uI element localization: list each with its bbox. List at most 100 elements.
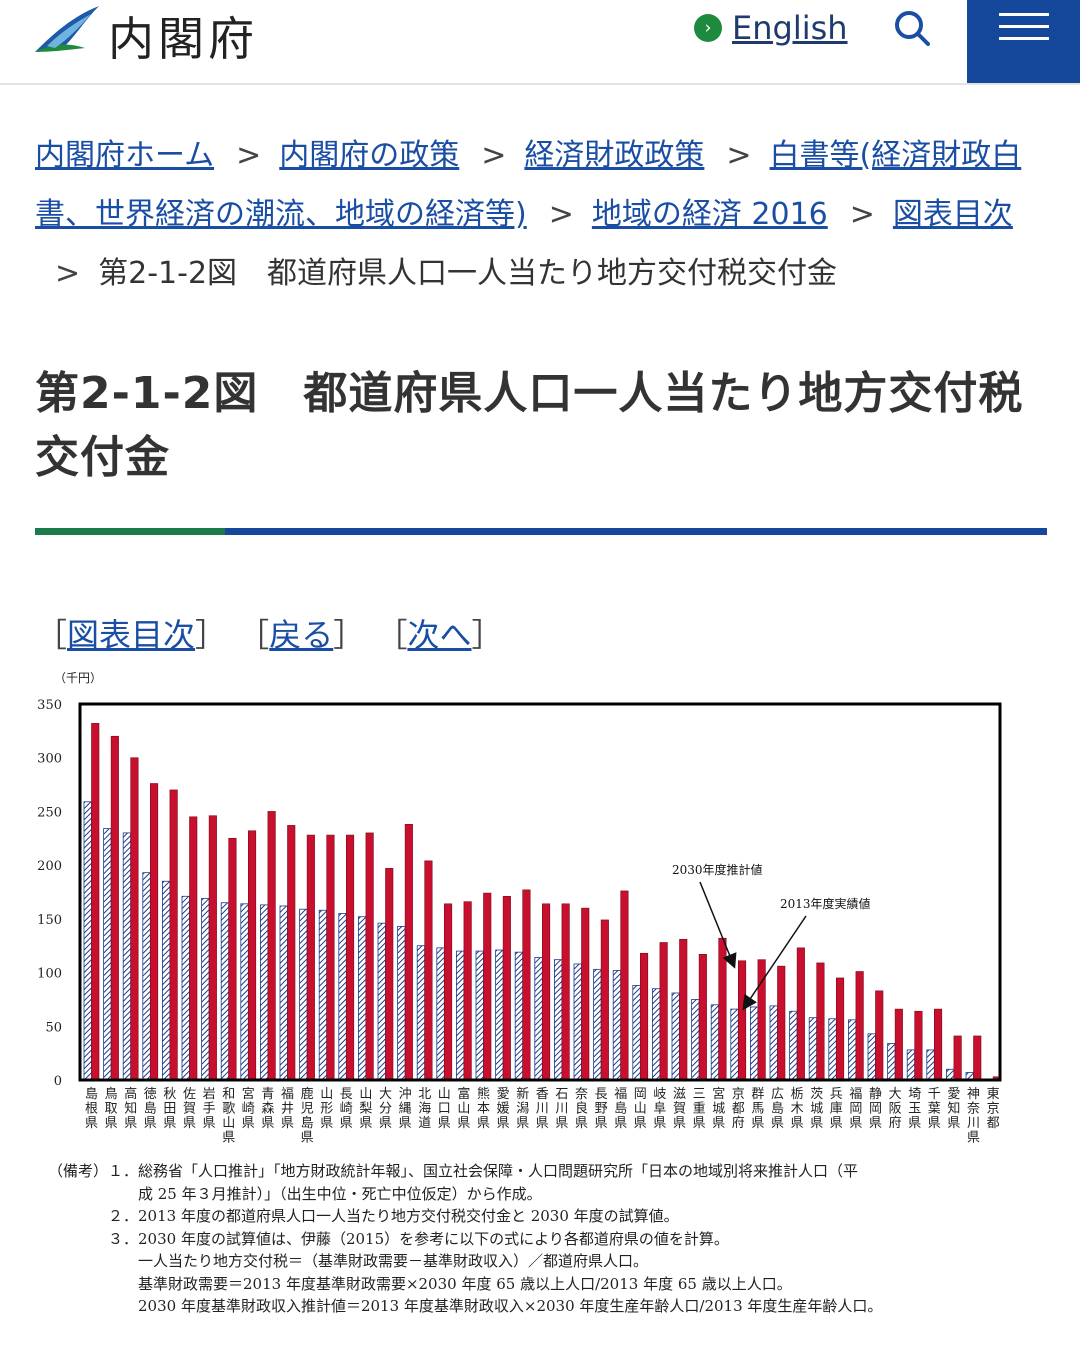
breadcrumb-figure-index[interactable]: 図表目次	[892, 197, 1013, 232]
bar-2013	[887, 1043, 896, 1081]
x-tick-label: 高知県	[124, 1086, 137, 1131]
bar-2013	[710, 1004, 720, 1081]
bar-2013	[181, 895, 190, 1081]
bar-2030	[385, 868, 394, 1081]
bar-2030	[600, 919, 609, 1081]
bar-2030	[679, 938, 688, 1081]
note-line: 2030 年度基準財政収入推計値＝2013 年度基準財政収入×2030 年度生産…	[48, 1297, 883, 1315]
x-tick-label: 宮崎県	[242, 1086, 255, 1131]
breadcrumb-home[interactable]: 内閣府ホーム	[35, 138, 215, 173]
bar-2030	[914, 1010, 923, 1081]
y-tick-label: 150	[37, 913, 62, 928]
x-tick-label: 青森県	[261, 1087, 274, 1131]
title-underline	[35, 528, 1047, 535]
bar-2030	[953, 1035, 962, 1081]
x-tick-label: 京都府	[732, 1087, 745, 1131]
x-tick-label: 沖縄県	[399, 1087, 412, 1131]
annotation-2030: 2030年度推計値	[672, 862, 763, 877]
chart-frame	[78, 702, 1002, 1082]
bar-2013	[906, 1049, 916, 1081]
x-tick-label: 鹿児島県	[301, 1086, 314, 1146]
english-link-label[interactable]: English	[732, 9, 848, 47]
page-title: 第2-1-2図 都道府県人口一人当たり地方交付税交付金	[35, 368, 1024, 483]
bar-2030	[91, 723, 100, 1081]
search-icon[interactable]	[892, 8, 932, 48]
bar-2013	[338, 913, 347, 1081]
bar-2030	[110, 735, 119, 1081]
breadcrumb-economic-fiscal-policy[interactable]: 経済財政政策	[524, 138, 705, 173]
bar-2030	[443, 903, 453, 1081]
y-tick-label: 300	[37, 752, 62, 767]
x-tick-label: 福井県	[281, 1087, 294, 1131]
breadcrumb-separator: >	[236, 138, 262, 173]
annotation-arrow	[699, 881, 737, 969]
x-tick-label: 愛知県	[947, 1087, 960, 1131]
y-tick-label: 250	[37, 805, 62, 820]
x-tick-label: 秋田県	[163, 1087, 176, 1131]
breadcrumb-policy[interactable]: 内閣府の政策	[279, 138, 460, 173]
bar-2030	[816, 962, 825, 1081]
bar-2030	[561, 903, 570, 1081]
figure-index-link[interactable]: 図表目次	[67, 616, 196, 654]
bar-2013	[593, 968, 602, 1081]
bar-2013	[514, 951, 524, 1081]
bar-2013	[808, 1017, 818, 1081]
bar-2013	[201, 898, 210, 1081]
x-tick-label: 茨城県	[810, 1087, 823, 1131]
x-tick-label: 滋賀県	[673, 1087, 686, 1131]
bracket-close: ］	[333, 616, 366, 654]
x-tick-label: 愛媛県	[497, 1087, 510, 1131]
x-tick-label: 三重県	[693, 1087, 706, 1131]
next-link[interactable]: 次へ	[407, 616, 472, 654]
bar-2013	[632, 985, 641, 1081]
x-tick-label: 福岡県	[849, 1087, 862, 1131]
x-tick-label: 鳥取県	[105, 1087, 118, 1131]
bar-2030	[502, 895, 511, 1081]
x-tick-label: 福島県	[614, 1087, 627, 1131]
bar-2013	[612, 970, 622, 1081]
bar-2030	[835, 977, 845, 1081]
english-link[interactable]: › English	[694, 8, 848, 48]
x-tick-label: 山梨県	[359, 1087, 372, 1131]
breadcrumb-regional-economy-2016[interactable]: 地域の経済 2016	[591, 197, 828, 232]
bar-2030	[718, 937, 727, 1081]
bar-2030	[228, 837, 237, 1081]
x-tick-label: 徳島県	[144, 1087, 157, 1131]
x-tick-label: 千葉県	[928, 1087, 941, 1131]
bar-2013	[220, 902, 230, 1081]
bar-2013	[534, 957, 543, 1081]
menu-button[interactable]	[967, 0, 1080, 83]
bar-2013	[240, 903, 249, 1081]
x-tick-label: 長崎県	[340, 1087, 353, 1131]
breadcrumb-white-papers[interactable]: 白書等(経済財政白書、世界経済の潮流、地域の経済等)	[35, 138, 1022, 232]
x-tick-label: 岐阜県	[653, 1087, 666, 1131]
bar-2030	[208, 815, 217, 1081]
annotation-2013: 2013年度実績値	[780, 896, 871, 911]
bar-2013	[573, 963, 582, 1081]
bar-2030	[581, 907, 590, 1081]
back-link[interactable]: 戻る	[269, 616, 334, 654]
bracket-open: ［	[375, 616, 408, 654]
x-tick-label: 熊本県	[477, 1086, 490, 1131]
x-tick-label: 北海道	[418, 1087, 431, 1131]
bar-2030	[620, 890, 629, 1081]
cabinet-office-logo-icon[interactable]	[33, 4, 101, 56]
bracket-close: ］	[195, 616, 228, 654]
site-name[interactable]: 内閣府	[108, 12, 258, 66]
x-tick-label: 岩手県	[203, 1087, 216, 1131]
note-line: 一人当たり地方交付税＝（基準財政需要－基準財政収入）／都道府県人口。	[48, 1252, 649, 1270]
bar-2013	[475, 950, 484, 1081]
bar-2013	[455, 950, 465, 1081]
bar-2013	[554, 959, 563, 1081]
bar-2013	[357, 916, 367, 1081]
bar-2013	[142, 872, 151, 1081]
x-tick-label: 山口県	[438, 1087, 451, 1131]
note-line: 基準財政需要＝2013 年度基準財政需要×2030 年度 65 歳以上人口/20…	[48, 1274, 792, 1293]
bar-2030	[796, 947, 805, 1081]
bar-2013	[279, 905, 288, 1081]
bar-2030	[698, 954, 707, 1081]
bar-2013	[848, 1019, 857, 1081]
breadcrumb: 内閣府ホーム > 内閣府の政策 > 経済財政政策 > 白書等(経済財政白書、世界経済の潮流、…	[35, 126, 1045, 303]
bar-2013	[789, 1010, 798, 1081]
x-tick-label: 山形県	[320, 1087, 333, 1131]
